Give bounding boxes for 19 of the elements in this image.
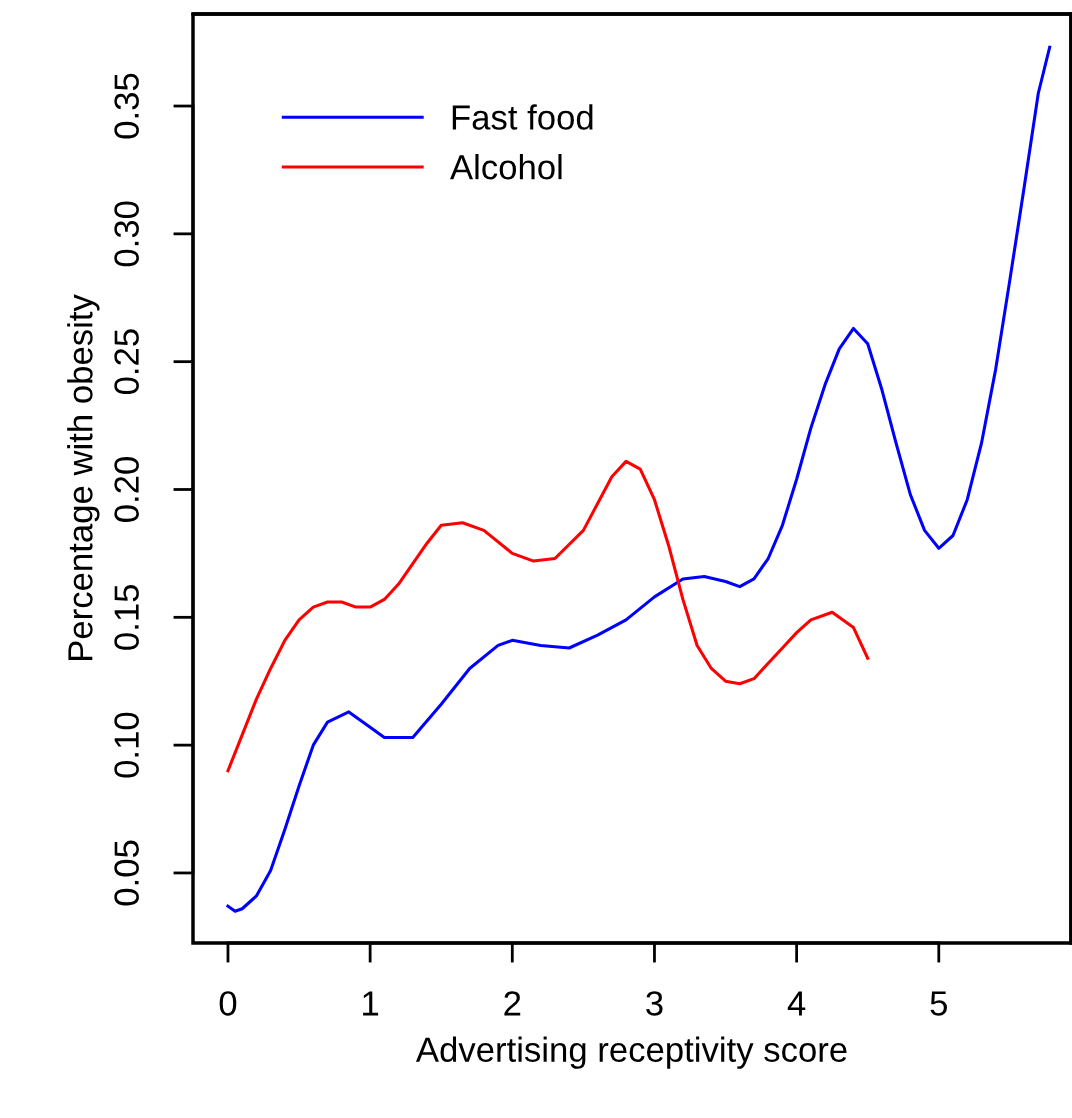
y-tick-label: 0.30 xyxy=(114,201,139,267)
y-tick-label: 0.20 xyxy=(114,457,139,522)
line-series xyxy=(226,45,1052,913)
y-tick-label: 0.05 xyxy=(114,840,139,906)
y-tick-label: 0.25 xyxy=(114,329,139,395)
x-tick-label: 3 xyxy=(646,991,663,1016)
x-axis-title: Advertising receptivity score xyxy=(415,1036,847,1069)
x-tick-label: 0 xyxy=(219,991,237,1016)
line-series xyxy=(226,459,870,773)
x-tick-label: 1 xyxy=(363,991,379,1016)
x-tick-label: 2 xyxy=(504,991,521,1016)
legend-label: Alcohol xyxy=(450,154,562,180)
y-tick-label: 0.35 xyxy=(114,73,139,139)
y-axis-title: Percentage with obesity xyxy=(67,294,100,660)
x-tick-label: 4 xyxy=(787,991,806,1016)
legend-label: Fast food xyxy=(452,104,593,130)
x-tick-label: 5 xyxy=(930,991,947,1016)
y-tick-label: 0.15 xyxy=(114,584,139,650)
y-tick-label: 0.10 xyxy=(114,712,139,778)
